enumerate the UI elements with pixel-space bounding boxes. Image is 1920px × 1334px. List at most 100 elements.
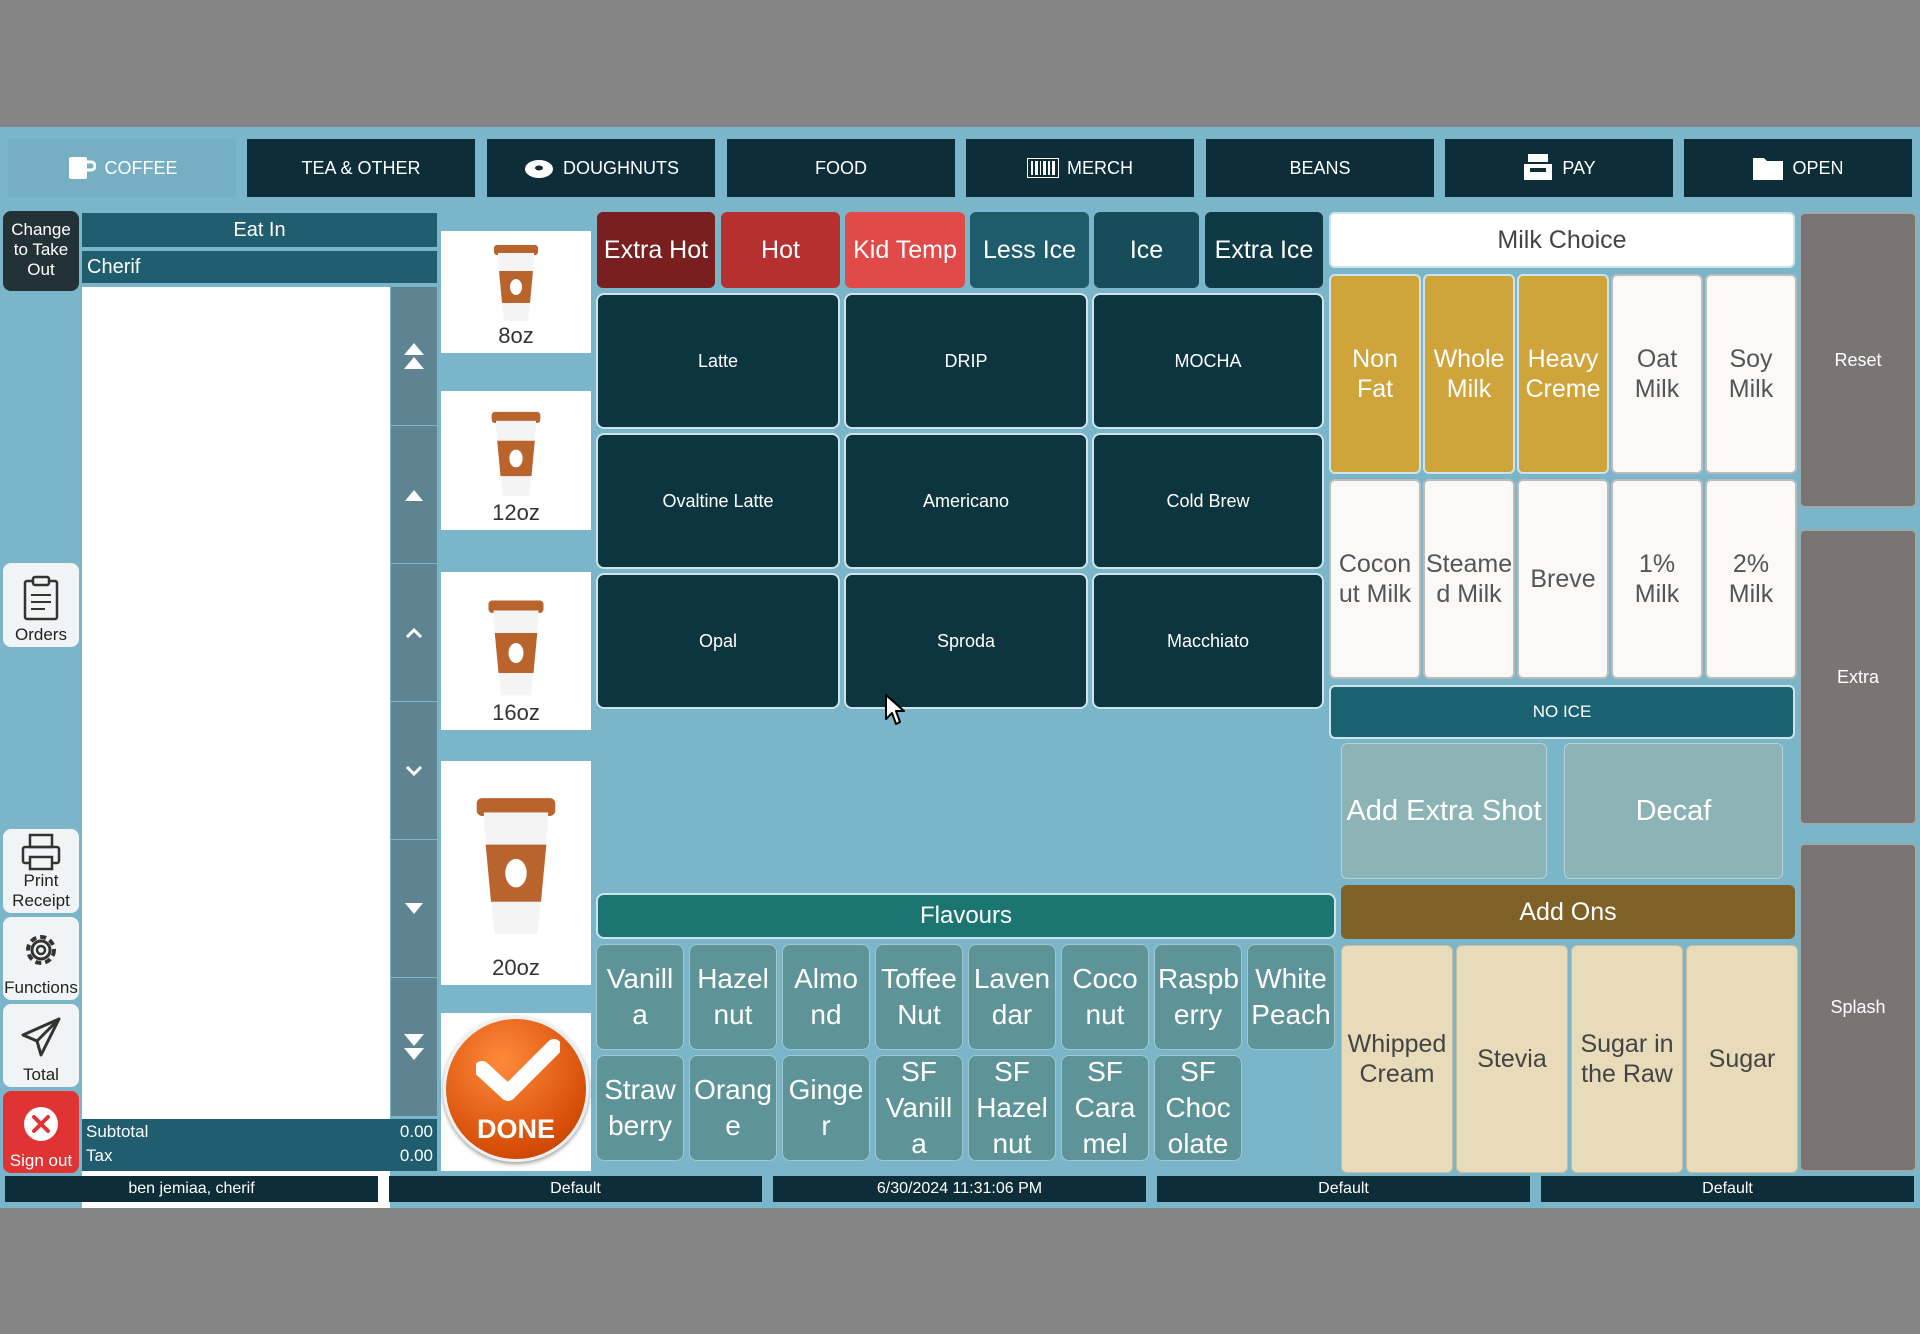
milk-steamed-milk[interactable]: Steame d Milk (1423, 479, 1515, 679)
scroll-page-up-button[interactable] (391, 426, 437, 563)
drink-latte[interactable]: Latte (596, 293, 840, 429)
tab-merch[interactable]: MERCH (966, 139, 1194, 197)
add-extra-shot-button[interactable]: Add Extra Shot (1341, 743, 1547, 879)
tab-label: BEANS (1289, 157, 1351, 178)
drink-drip[interactable]: DRIP (844, 293, 1088, 429)
add-extra-shot-label: Add Extra Shot (1346, 794, 1542, 827)
total-button[interactable]: Total (3, 1004, 79, 1087)
status-default-3: Default (1541, 1176, 1914, 1202)
drink-cold-brew[interactable]: Cold Brew (1092, 433, 1324, 569)
flavour-ginger[interactable]: Ginge r (782, 1055, 870, 1161)
coffee-cup-icon (494, 245, 538, 321)
milk-oat-milk[interactable]: Oat Milk (1611, 274, 1703, 474)
addon-sugar[interactable]: Sugar (1686, 945, 1798, 1173)
tab-pay[interactable]: PAY (1445, 139, 1673, 197)
size-16oz[interactable]: 16oz (441, 572, 591, 730)
down-arrow-icon (405, 902, 423, 914)
drink-label: Opal (698, 630, 738, 651)
flavour-raspberry[interactable]: Raspb erry (1154, 944, 1242, 1050)
flavour-toffee-nut[interactable]: Toffee Nut (875, 944, 963, 1050)
drink-mocha[interactable]: MOCHA (1092, 293, 1324, 429)
splash-button[interactable]: Splash (1799, 843, 1917, 1172)
splash-label: Splash (1830, 997, 1886, 1017)
size-8oz[interactable]: 8oz (441, 231, 591, 353)
flavour-orange[interactable]: Orang e (689, 1055, 777, 1161)
size-20oz[interactable]: 20oz (441, 761, 591, 985)
status-text: Default (1702, 1180, 1753, 1197)
scroll-up-button[interactable] (391, 564, 437, 701)
reset-button[interactable]: Reset (1799, 212, 1917, 508)
flavour-coconut[interactable]: Coco nut (1061, 944, 1149, 1050)
order-scroll-bar (391, 287, 437, 1208)
change-to-take-out-button[interactable]: Change to Take Out (3, 211, 79, 291)
tax-row: Tax 0.00 (86, 1146, 433, 1168)
flavour-hazelnut[interactable]: Hazel nut (689, 944, 777, 1050)
tax-label: Tax (86, 1146, 113, 1165)
tab-tea-other[interactable]: TEA & OTHER (247, 139, 475, 197)
tab-open[interactable]: OPEN (1684, 139, 1912, 197)
no-ice-label: NO ICE (1532, 702, 1592, 721)
done-button[interactable]: DONE (443, 1016, 589, 1162)
temp-ice[interactable]: Ice (1094, 212, 1199, 288)
status-text: Default (550, 1180, 601, 1197)
flavour-almond[interactable]: Almo nd (782, 944, 870, 1050)
addon-sugar-in-the-raw[interactable]: Sugar in the Raw (1571, 945, 1683, 1173)
flavour-lavendar[interactable]: Laven dar (968, 944, 1056, 1050)
status-text: ben jemiaa, cherif (128, 1180, 255, 1197)
milk-whole-milk[interactable]: Whole Milk (1423, 274, 1515, 474)
temp-extra-hot[interactable]: Extra Hot (597, 212, 715, 288)
drink-opal[interactable]: Opal (596, 573, 840, 709)
temp-hot[interactable]: Hot (721, 212, 840, 288)
double-down-arrow-icon (404, 1034, 424, 1060)
flavour-sf-hazelnut[interactable]: SF Hazel nut (968, 1055, 1056, 1161)
drink-ovaltine-latte[interactable]: Ovaltine Latte (596, 433, 840, 569)
print-receipt-label: Print Receipt (12, 871, 70, 910)
no-ice-button[interactable]: NO ICE (1329, 685, 1795, 739)
scroll-top-button[interactable] (391, 287, 437, 425)
sign-out-button[interactable]: Sign out (3, 1091, 79, 1173)
milk-1-percent[interactable]: 1% Milk (1611, 479, 1703, 679)
milk-coconut-milk[interactable]: Cocon ut Milk (1329, 479, 1421, 679)
addon-stevia[interactable]: Stevia (1456, 945, 1568, 1173)
flavour-strawberry[interactable]: Straw berry (596, 1055, 684, 1161)
tab-beans[interactable]: BEANS (1206, 139, 1434, 197)
decaf-button[interactable]: Decaf (1564, 743, 1783, 879)
temp-extra-ice[interactable]: Extra Ice (1205, 212, 1323, 288)
extra-button[interactable]: Extra (1799, 529, 1917, 825)
print-receipt-button[interactable]: Print Receipt (3, 829, 79, 913)
scroll-bottom-button[interactable] (391, 978, 437, 1116)
drink-macchiato[interactable]: Macchiato (1092, 573, 1324, 709)
size-12oz[interactable]: 12oz (441, 391, 591, 530)
flavour-label: Laven dar (973, 963, 1051, 1030)
temp-less-ice[interactable]: Less Ice (970, 212, 1089, 288)
tab-coffee[interactable]: COFFEE (8, 139, 236, 197)
milk-non-fat[interactable]: Non Fat (1329, 274, 1421, 474)
addon-whipped-cream[interactable]: Whipped Cream (1341, 945, 1453, 1173)
flavour-vanilla[interactable]: Vanill a (596, 944, 684, 1050)
status-default-1: Default (389, 1176, 762, 1202)
scroll-page-down-button[interactable] (391, 840, 437, 977)
add-ons-title: Add Ons (1519, 897, 1617, 926)
scroll-down-button[interactable] (391, 702, 437, 839)
tab-food[interactable]: FOOD (727, 139, 955, 197)
functions-button[interactable]: Functions (3, 917, 79, 1000)
flavour-label: Vanill a (606, 963, 674, 1030)
coffee-cup-icon (476, 798, 556, 934)
drink-americano[interactable]: Americano (844, 433, 1088, 569)
up-arrow-icon (405, 489, 423, 501)
flavour-sf-chocolate[interactable]: SF Choc olate (1154, 1055, 1242, 1161)
orders-button[interactable]: Orders (3, 563, 79, 647)
flavour-sf-caramel[interactable]: SF Cara mel (1061, 1055, 1149, 1161)
milk-label: Steame d Milk (1426, 550, 1513, 608)
milk-breve[interactable]: Breve (1517, 479, 1609, 679)
milk-soy-milk[interactable]: Soy Milk (1705, 274, 1797, 474)
tab-doughnuts[interactable]: DOUGHNUTS (487, 139, 715, 197)
milk-heavy-creme[interactable]: Heavy Creme (1517, 274, 1609, 474)
tab-label: COFFEE (104, 157, 178, 178)
status-datetime: 6/30/2024 11:31:06 PM (773, 1176, 1146, 1202)
temp-kid-temp[interactable]: Kid Temp (845, 212, 965, 288)
milk-2-percent[interactable]: 2% Milk (1705, 479, 1797, 679)
drink-sproda[interactable]: Sproda (844, 573, 1088, 709)
flavour-sf-vanilla[interactable]: SF Vanill a (875, 1055, 963, 1161)
flavour-white-peach[interactable]: White Peach (1247, 944, 1335, 1050)
